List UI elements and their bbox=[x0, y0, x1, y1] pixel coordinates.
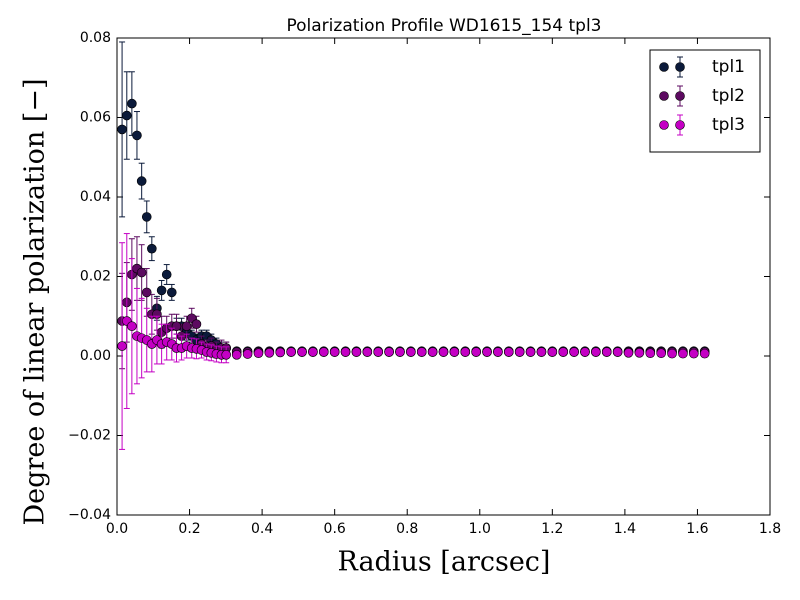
data-point bbox=[329, 347, 340, 357]
data-point bbox=[678, 348, 688, 359]
data-point bbox=[438, 347, 449, 357]
data-point bbox=[275, 347, 286, 358]
data-point bbox=[449, 347, 460, 357]
data-point bbox=[667, 348, 677, 359]
data-point bbox=[121, 110, 132, 121]
data-point bbox=[136, 267, 147, 278]
data-point bbox=[362, 347, 373, 357]
x-tick-label: 0.0 bbox=[106, 521, 128, 537]
legend-marker bbox=[659, 120, 669, 130]
y-tick-label: 0.02 bbox=[80, 269, 111, 285]
legend-marker bbox=[659, 91, 669, 101]
x-tick-label: 1.2 bbox=[541, 521, 563, 537]
data-point bbox=[547, 347, 558, 357]
data-point bbox=[242, 349, 253, 359]
data-point bbox=[514, 347, 525, 357]
data-point bbox=[580, 347, 590, 357]
data-point bbox=[623, 348, 634, 358]
data-point bbox=[141, 287, 152, 298]
data-point bbox=[525, 347, 536, 357]
y-axis-label: Degree of linear polarization [−] bbox=[20, 79, 51, 526]
chart-title: Polarization Profile WD1615_154 tpl3 bbox=[287, 16, 602, 36]
data-point bbox=[384, 347, 394, 357]
data-point bbox=[591, 347, 601, 357]
legend-marker bbox=[659, 62, 669, 72]
x-axis-label: Radius [arcsec] bbox=[338, 547, 551, 578]
plot-area bbox=[117, 41, 710, 450]
data-point bbox=[536, 347, 547, 357]
data-point bbox=[181, 321, 192, 331]
data-point bbox=[161, 269, 172, 280]
x-tick-label: 1.6 bbox=[686, 521, 708, 537]
data-point bbox=[132, 130, 142, 141]
data-point bbox=[127, 98, 137, 109]
data-point bbox=[117, 124, 127, 135]
data-point bbox=[253, 348, 264, 359]
y-tick-label: 0.00 bbox=[80, 348, 111, 364]
data-point bbox=[297, 347, 307, 357]
data-point bbox=[147, 243, 157, 254]
x-tick-label: 0.8 bbox=[396, 521, 418, 537]
legend-label: tpl1 bbox=[712, 57, 745, 77]
x-tick-label: 0.4 bbox=[251, 521, 273, 537]
data-point bbox=[171, 321, 182, 331]
data-point bbox=[308, 347, 318, 357]
data-point bbox=[406, 347, 416, 357]
data-point bbox=[482, 347, 492, 357]
data-point bbox=[340, 347, 351, 357]
data-point bbox=[231, 350, 242, 360]
data-point bbox=[460, 347, 471, 357]
data-point bbox=[191, 319, 202, 330]
data-point bbox=[395, 347, 405, 357]
data-point bbox=[117, 341, 127, 351]
data-point bbox=[127, 321, 137, 331]
data-point bbox=[286, 347, 296, 357]
x-tick-label: 1.4 bbox=[614, 521, 636, 537]
data-point bbox=[318, 347, 329, 357]
data-point bbox=[373, 347, 384, 357]
legend-marker bbox=[675, 62, 685, 72]
data-point bbox=[493, 347, 503, 357]
data-point bbox=[221, 350, 231, 360]
data-point bbox=[136, 176, 147, 186]
legend-marker bbox=[675, 120, 685, 130]
data-point bbox=[471, 347, 481, 357]
data-point bbox=[427, 347, 438, 357]
y-tick-label: 0.06 bbox=[80, 110, 111, 126]
data-point bbox=[601, 347, 612, 357]
x-tick-label: 1.8 bbox=[759, 521, 781, 537]
legend-label: tpl2 bbox=[712, 86, 745, 106]
data-point bbox=[558, 347, 569, 357]
data-point bbox=[689, 348, 699, 359]
legend-marker bbox=[675, 91, 685, 101]
data-point bbox=[264, 348, 275, 358]
x-tick-label: 0.6 bbox=[324, 521, 346, 537]
legend-label: tpl3 bbox=[712, 115, 745, 135]
data-point bbox=[503, 347, 514, 357]
data-point bbox=[699, 348, 710, 359]
data-point bbox=[416, 347, 427, 357]
data-point bbox=[156, 285, 167, 296]
data-point bbox=[351, 347, 362, 357]
plot-frame bbox=[116, 37, 771, 516]
data-point bbox=[645, 348, 656, 359]
data-point bbox=[656, 348, 666, 359]
data-point bbox=[569, 347, 579, 357]
x-tick-label: 0.2 bbox=[178, 521, 200, 537]
data-point bbox=[612, 347, 623, 357]
data-point bbox=[141, 212, 152, 222]
y-tick-label: 0.04 bbox=[80, 189, 111, 205]
data-point bbox=[634, 348, 645, 358]
x-tick-label: 1.0 bbox=[469, 521, 491, 537]
data-point bbox=[166, 287, 177, 298]
legend: tpl1 tpl2 tpl3 bbox=[649, 49, 761, 153]
y-tick-label: −0.02 bbox=[68, 428, 111, 444]
y-tick-label: −0.04 bbox=[68, 507, 111, 523]
y-tick-label: 0.08 bbox=[80, 30, 111, 46]
